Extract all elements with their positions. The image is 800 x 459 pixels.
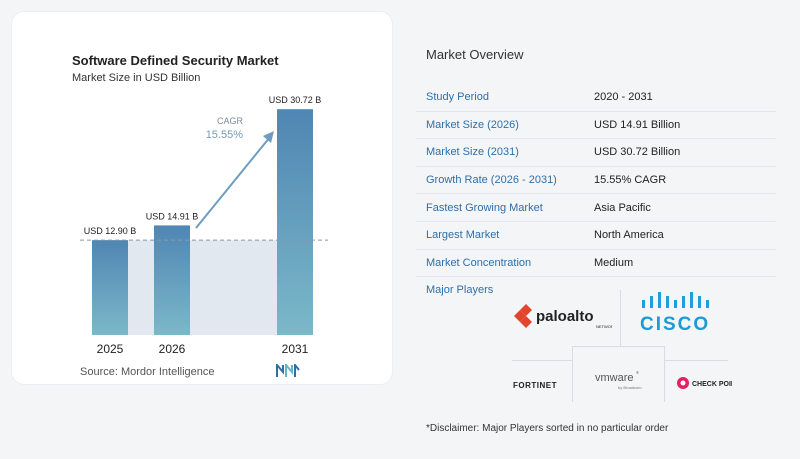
- vmware-broadcom-text: by Broadcom: [618, 385, 642, 390]
- row-value: USD 14.91 Billion: [594, 118, 681, 131]
- tick-label: 2031: [282, 342, 309, 356]
- tick-label: 2026: [159, 342, 186, 356]
- cisco-text: CISCO: [640, 314, 710, 334]
- overview-title: Market Overview: [426, 47, 524, 62]
- row-key: Market Size (2026): [426, 118, 519, 131]
- disclaimer-text: *Disclaimer: Major Players sorted in no …: [426, 423, 669, 434]
- table-row: Fastest Growing Market Asia Pacific: [416, 194, 776, 222]
- logo-divider: [572, 346, 573, 402]
- row-key: Growth Rate (2026 - 2031): [426, 174, 557, 187]
- table-row: Growth Rate (2026 - 2031) 15.55% CAGR: [416, 167, 776, 195]
- vmware-logo: vmware ® by Broadcom: [595, 370, 642, 390]
- chart-subtitle: Market Size in USD Billion: [72, 72, 201, 84]
- tick-label: 2025: [97, 342, 124, 356]
- paloalto-mark-icon: [514, 304, 532, 328]
- bar-2026: [154, 225, 190, 335]
- overview-table: Study Period 2020 - 2031 Market Size (20…: [416, 84, 776, 278]
- baseline-shade: [92, 240, 313, 335]
- row-key: Fastest Growing Market: [426, 201, 543, 214]
- fortinet-logo: FORTINET: [513, 381, 557, 390]
- data-label: USD 14.91 B: [146, 211, 199, 221]
- cagr-arrowhead-icon: [263, 131, 274, 143]
- source-text: Source: Mordor Intelligence: [80, 366, 215, 378]
- fortinet-text: FORTINET: [513, 381, 557, 390]
- row-key: Market Size (2031): [426, 146, 519, 159]
- cisco-bars-icon: [642, 292, 709, 308]
- bar-2031: [277, 109, 313, 335]
- checkpoint-logo: CHECK POINT: [677, 377, 732, 389]
- table-row: Market Size (2026) USD 14.91 Billion: [416, 112, 776, 140]
- logo-divider: [572, 346, 664, 347]
- row-key: Largest Market: [426, 229, 500, 242]
- bar-2025: [92, 240, 128, 335]
- row-value: North America: [594, 229, 664, 242]
- table-row: Market Size (2031) USD 30.72 Billion: [416, 139, 776, 167]
- cagr-label: CAGR: [217, 116, 244, 126]
- data-label: USD 30.72 B: [269, 95, 322, 105]
- row-value: Medium: [594, 256, 634, 269]
- major-players-label: Major Players: [426, 284, 494, 296]
- row-key: Study Period: [426, 91, 489, 104]
- row-value: USD 30.72 Billion: [594, 146, 681, 159]
- paloalto-networks-text: NETWORKS: [596, 324, 612, 329]
- data-label: USD 12.90 B: [84, 226, 137, 236]
- logo-divider: [664, 360, 728, 361]
- cisco-logo: CISCO: [640, 292, 710, 334]
- row-value: 2020 - 2031: [594, 91, 653, 104]
- cagr-value: 15.55%: [206, 129, 244, 141]
- logo-divider: [512, 360, 572, 361]
- chart-title: Software Defined Security Market: [72, 53, 279, 68]
- logo-divider: [620, 290, 621, 346]
- paloalto-logo: paloalto NETWORKS: [514, 304, 612, 329]
- row-key: Market Concentration: [426, 256, 532, 269]
- logo-divider: [664, 346, 665, 402]
- table-row: Largest Market North America: [416, 222, 776, 250]
- row-value: Asia Pacific: [594, 201, 651, 214]
- vmware-text: vmware: [595, 372, 634, 384]
- checkpoint-text: CHECK POINT: [692, 381, 732, 388]
- cagr-arrow: [195, 136, 271, 229]
- checkpoint-mark-icon: [677, 377, 689, 389]
- paloalto-text: paloalto: [536, 308, 594, 325]
- table-row: Study Period 2020 - 2031: [416, 84, 776, 112]
- table-row: Market Concentration Medium: [416, 250, 776, 278]
- mordor-logo-icon: [276, 362, 300, 383]
- svg-text:®: ®: [636, 370, 639, 375]
- row-value: 15.55% CAGR: [594, 174, 667, 187]
